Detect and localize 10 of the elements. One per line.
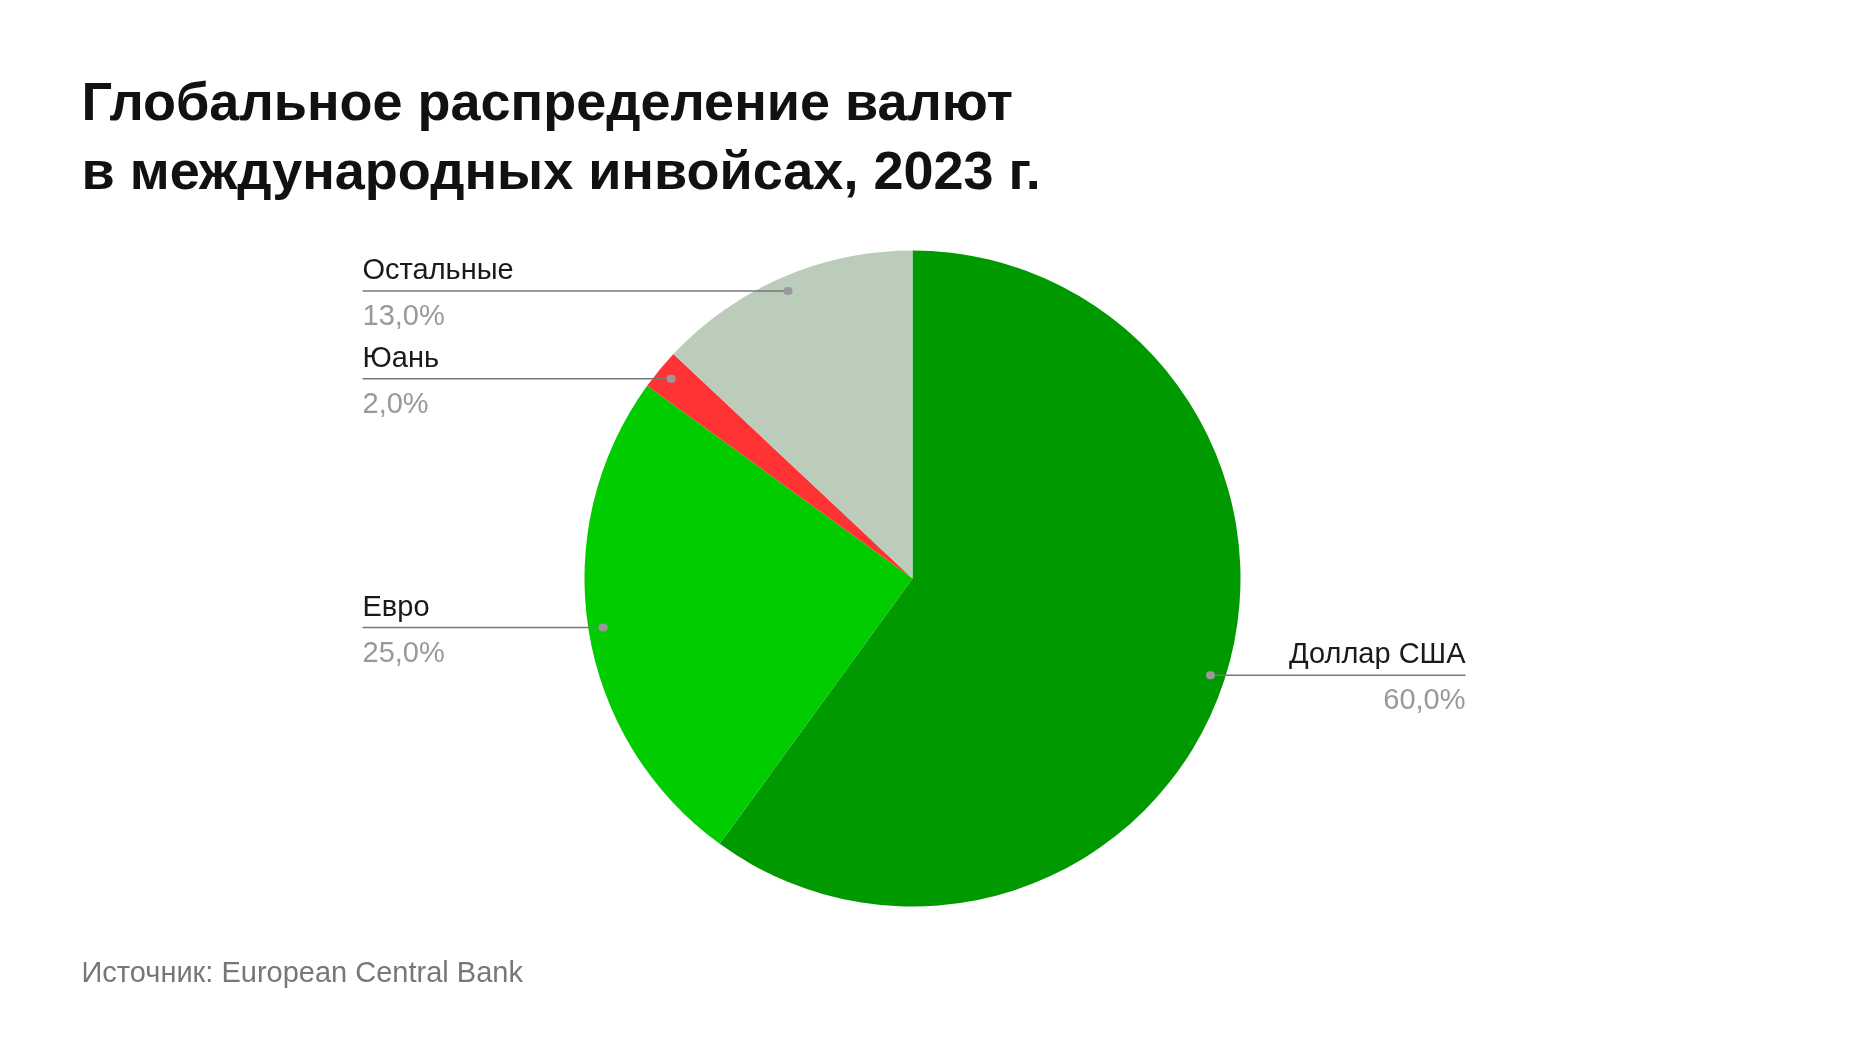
data-label: 13,0% xyxy=(362,299,445,332)
data-label: 25,0% xyxy=(362,635,445,668)
slice-label: Доллар США xyxy=(1289,637,1467,670)
text: Источник: European Central Bank xyxy=(81,955,524,988)
data-label: 2,0% xyxy=(362,386,429,419)
data-label: 60,0% xyxy=(1383,683,1466,716)
slice-label: Юань xyxy=(362,340,440,373)
slice-label: Евро xyxy=(362,589,430,622)
slice-label: Остальные xyxy=(362,253,514,286)
chart-title: Глобальное распределение валют в международных инвойсах, 2023 г. xyxy=(81,70,1041,200)
